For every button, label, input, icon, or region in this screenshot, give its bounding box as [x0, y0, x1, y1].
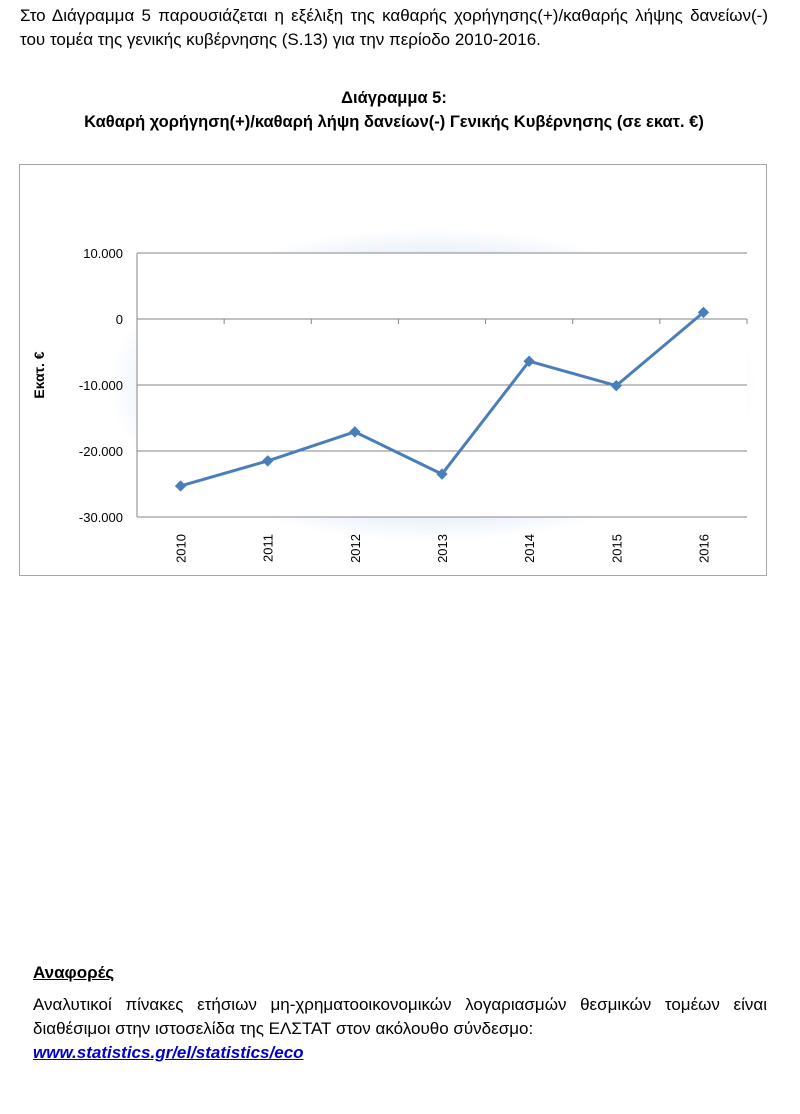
data-point-marker [523, 355, 535, 367]
y-tick-label: 10.000 [83, 246, 123, 261]
x-tick-label: 2010 [174, 534, 189, 563]
intro-paragraph: Στο Διάγραμμα 5 παρουσιάζεται η εξέλιξη … [20, 6, 768, 49]
y-tick-label: -30.000 [79, 510, 123, 525]
data-point-marker [349, 426, 361, 438]
data-point-marker [436, 468, 448, 480]
references-link[interactable]: www.statistics.gr/el/statistics/eco [33, 1043, 304, 1062]
chart-heading-number: Διάγραμμα 5: [341, 89, 447, 107]
references-title: Αναφορές [33, 963, 115, 982]
y-tick-label: -10.000 [79, 378, 123, 393]
x-tick-label: 2015 [609, 534, 624, 563]
y-tick-label: -20.000 [79, 444, 123, 459]
x-tick-label: 2011 [261, 534, 276, 562]
y-tick-label: 0 [116, 312, 123, 327]
x-tick-label: 2012 [348, 534, 363, 563]
chart-heading-title: Καθαρή χορήγηση(+)/καθαρή λήψη δανείων(-… [84, 113, 704, 131]
line-chart: 10.000 0 -10.000 -20.000 -30.000 2010 2011 2012… [31, 228, 757, 563]
y-axis-label: Εκατ. € [31, 351, 47, 398]
x-tick-label: 2014 [522, 534, 537, 563]
data-point-marker [262, 455, 274, 467]
data-point-marker [610, 379, 622, 392]
chart-frame: 10.000 0 -10.000 -20.000 -30.000 2010 2011 2012… [19, 164, 767, 576]
chart-heading: Διάγραμμα 5: Καθαρή χορήγηση(+)/καθαρή λ… [20, 86, 768, 134]
data-point-marker [697, 306, 710, 319]
data-point-marker [174, 480, 187, 492]
references-text: Αναλυτικοί πίνακες ετήσιων μη-χρηματοοικ… [33, 995, 767, 1038]
x-tick-label: 2013 [435, 534, 450, 563]
x-tick-label: 2016 [696, 534, 711, 563]
